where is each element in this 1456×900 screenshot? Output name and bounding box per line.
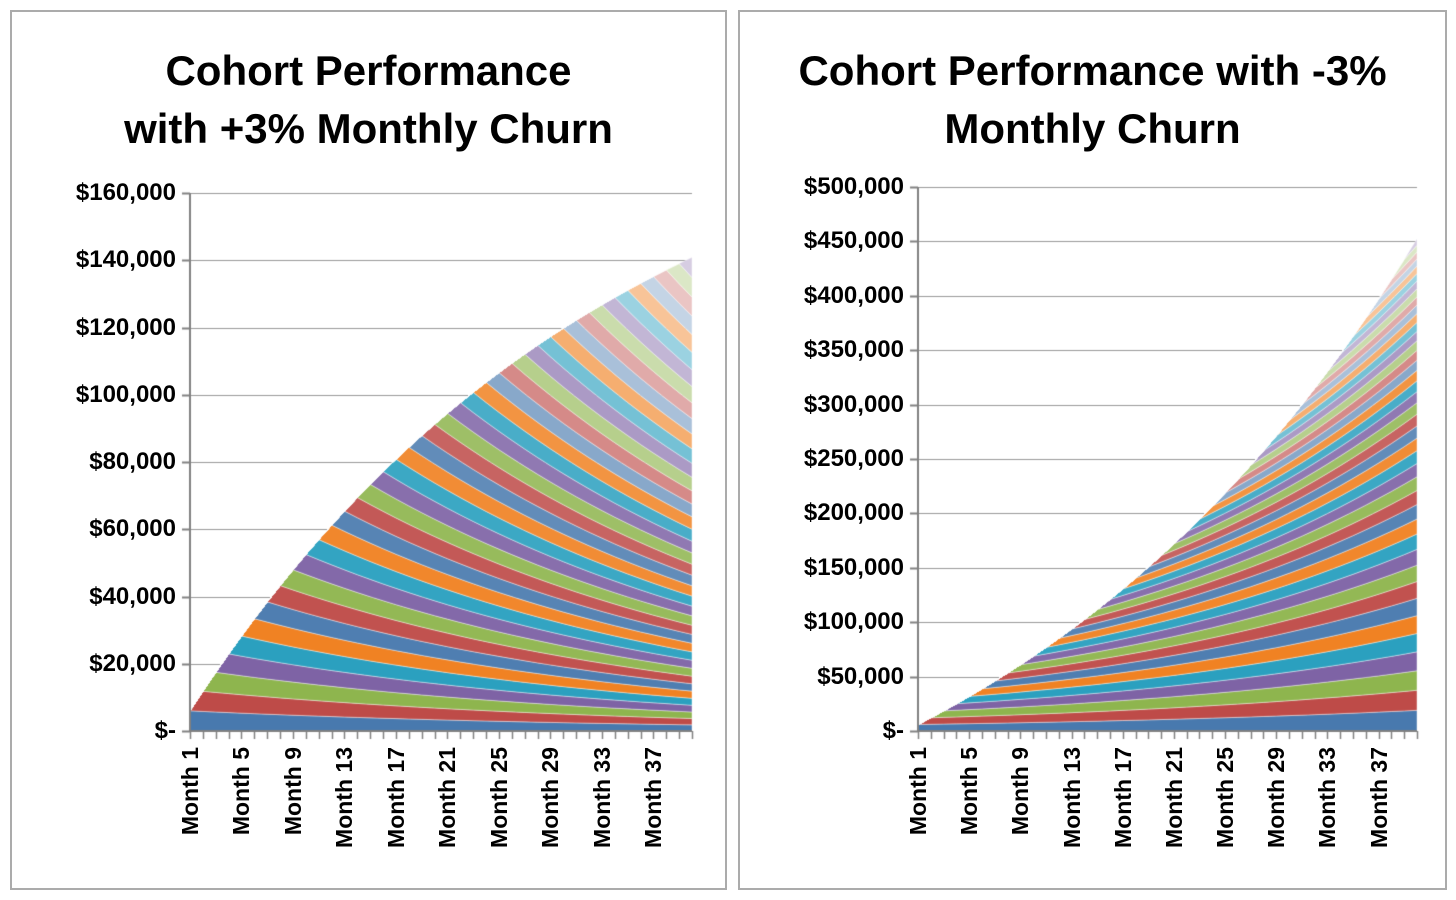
right-chart-title-line1: Cohort Performance with -3% bbox=[798, 47, 1387, 94]
right-chart-title: Cohort Performance with -3% Monthly Chur… bbox=[740, 42, 1445, 158]
right-chart-panel: Cohort Performance with -3% Monthly Chur… bbox=[738, 10, 1447, 890]
left-chart-title-line2: with +3% Monthly Churn bbox=[124, 104, 613, 152]
right-chart-title-line2: Monthly Churn bbox=[944, 104, 1241, 152]
left-chart-panel: Cohort Performance with +3% Monthly Chur… bbox=[10, 10, 727, 890]
left-chart-title-line1: Cohort Performance bbox=[165, 47, 572, 94]
left-chart-title: Cohort Performance with +3% Monthly Chur… bbox=[12, 42, 725, 158]
